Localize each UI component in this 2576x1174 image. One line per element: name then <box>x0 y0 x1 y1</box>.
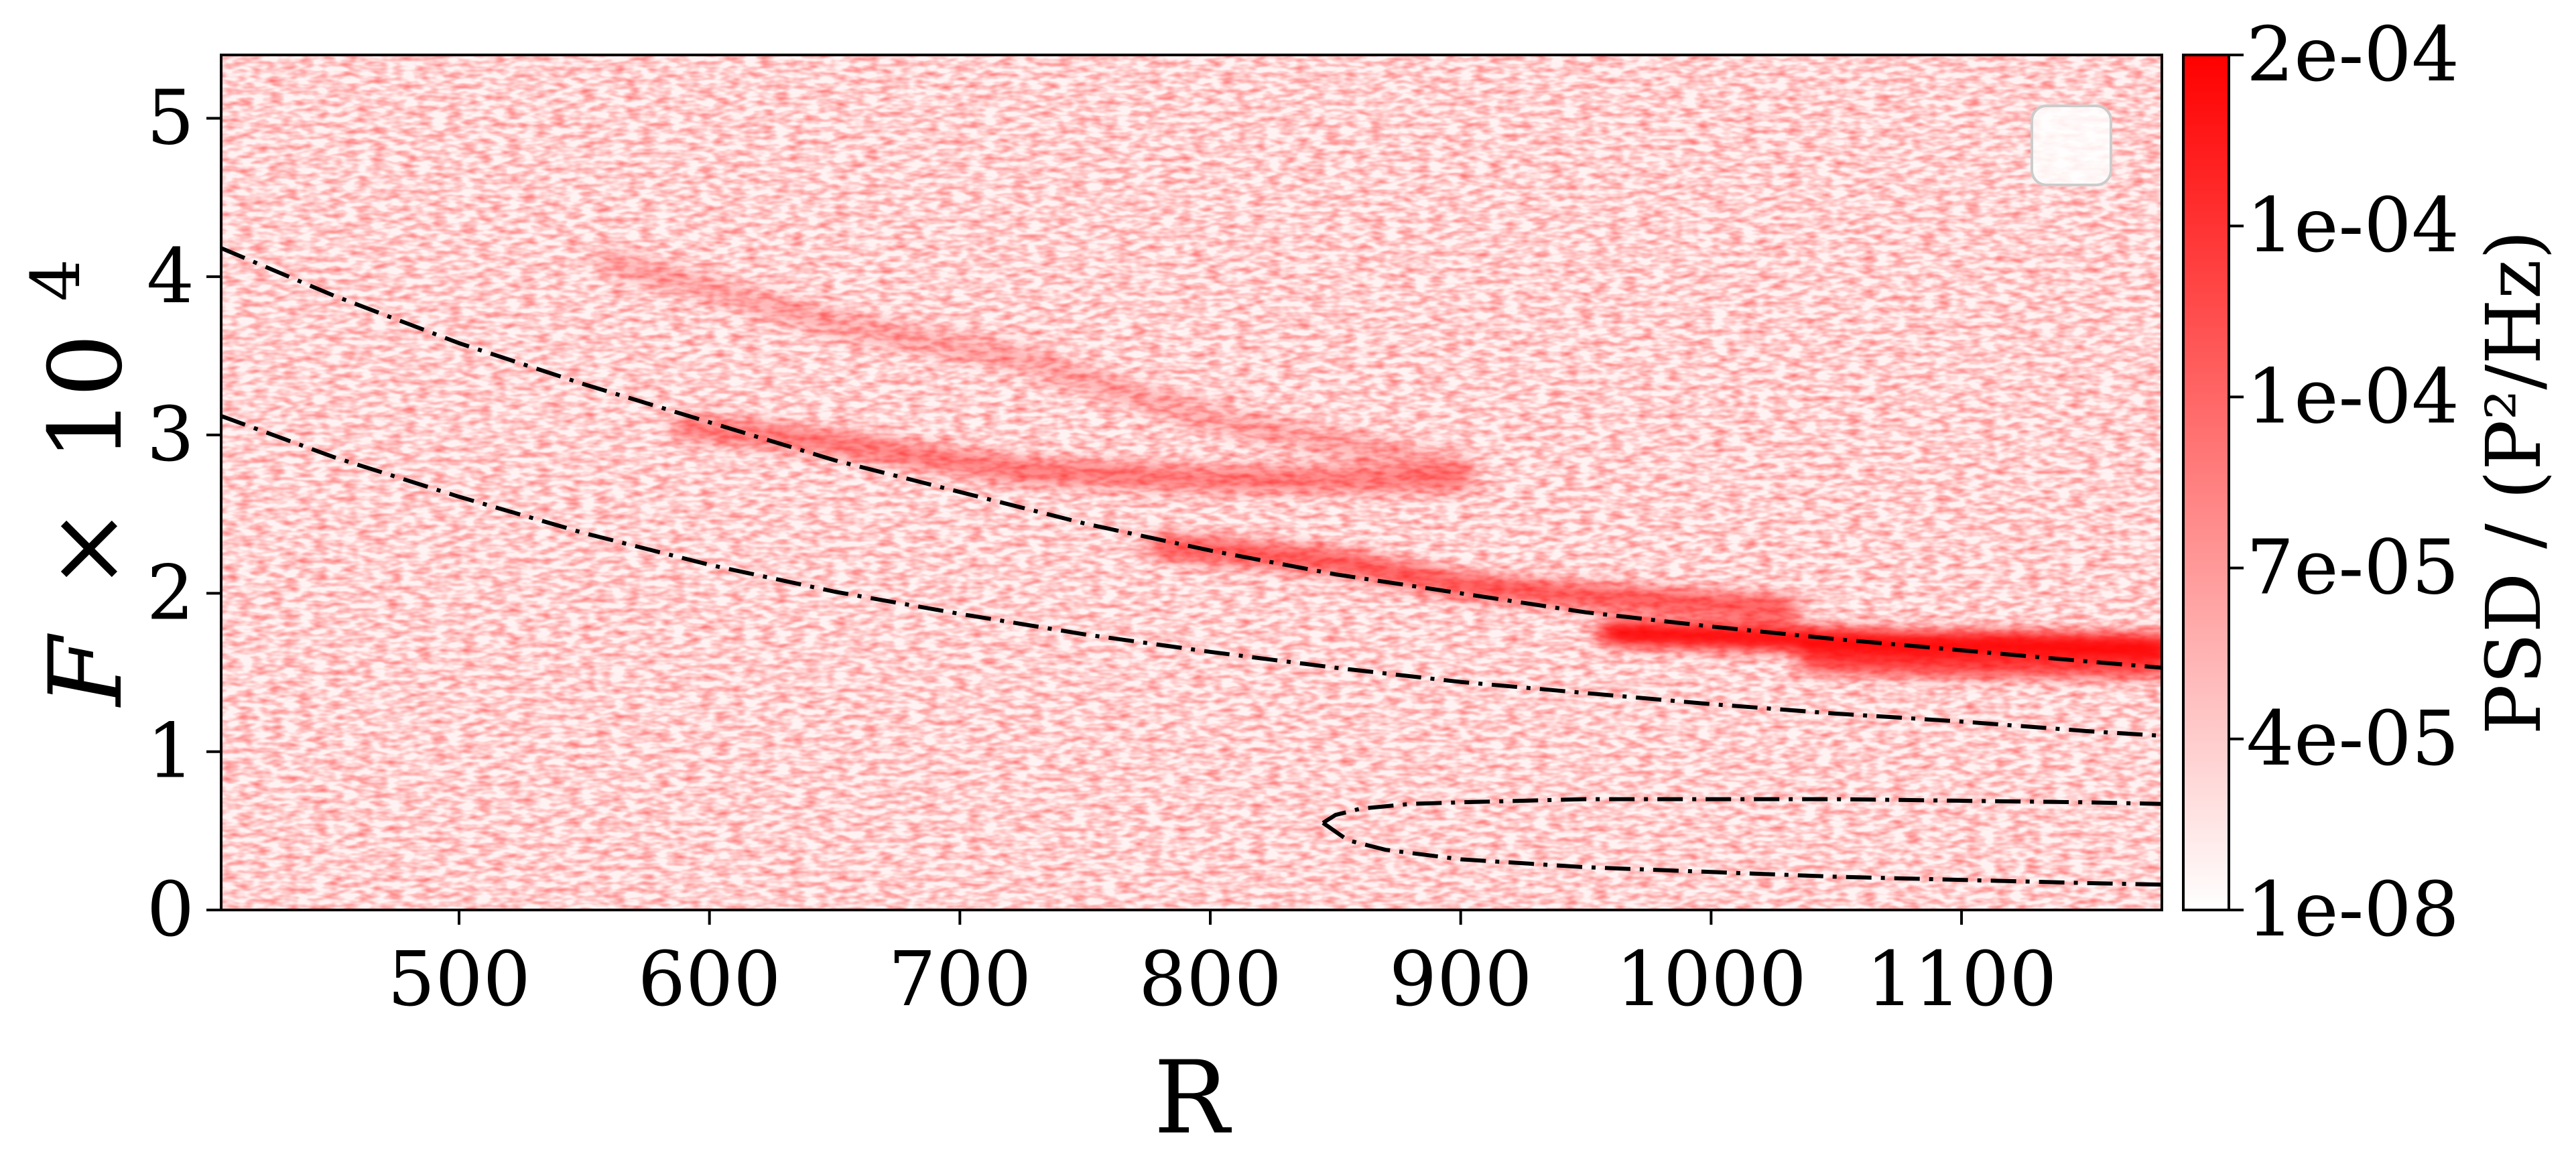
y-tick-label-3: 3 <box>147 391 194 478</box>
svg-text:F × 10 4: F × 10 4 <box>17 259 145 708</box>
x-tick-label-900: 900 <box>1389 936 1533 1023</box>
x-axis: 500 600 700 800 900 1000 1100 <box>387 910 2057 1023</box>
colorbar: 1e-08 4e-05 7e-05 1e-04 1e-04 2e-04 PSD / (P²… <box>2182 11 2558 954</box>
colorbar-tick-label-1: 4e-05 <box>2246 696 2459 783</box>
colorbar-tick-label-4: 1e-04 <box>2246 182 2459 269</box>
y-label-exponent: 4 <box>17 259 95 302</box>
y-label-prefix: F <box>28 633 145 708</box>
x-tick-label-800: 800 <box>1139 936 1282 1023</box>
ridge-2 <box>1147 533 1799 622</box>
colorbar-tick-label-3: 1e-04 <box>2246 353 2459 440</box>
y-tick-label-0: 0 <box>147 866 194 954</box>
colorbar-label: PSD / (P²/Hz) <box>2471 231 2558 735</box>
legend-box <box>2031 105 2112 186</box>
ridge-4 <box>1798 647 2162 677</box>
x-tick-label-1100: 1100 <box>1866 936 2057 1023</box>
colorbar-ticks: 1e-08 4e-05 7e-05 1e-04 1e-04 2e-04 <box>2229 11 2459 954</box>
y-tick-label-4: 4 <box>147 233 194 320</box>
ridge-3 <box>1598 620 2162 660</box>
intensity-ridges <box>596 248 2162 677</box>
plot-area <box>220 54 2163 911</box>
y-tick-label-5: 5 <box>147 75 194 162</box>
series-line-0 <box>221 246 2162 670</box>
series-line-2 <box>1322 797 2162 825</box>
series-line-3 <box>1322 821 2162 887</box>
x-axis-label: R <box>1154 1040 1232 1157</box>
y-tick-label-2: 2 <box>147 549 194 637</box>
x-tick-label-600: 600 <box>638 936 781 1023</box>
plot-frame <box>220 54 2163 911</box>
colorbar-tick-label-2: 7e-05 <box>2246 525 2459 612</box>
y-label-base: 10 <box>28 334 145 462</box>
colorbar-tick-label-5: 2e-04 <box>2246 11 2459 99</box>
series-line-1 <box>221 413 2162 738</box>
x-tick-label-700: 700 <box>888 936 1031 1023</box>
y-axis: 0 1 2 3 4 5 <box>147 75 221 954</box>
ridge-0 <box>596 248 1474 480</box>
x-tick-label-500: 500 <box>387 936 531 1023</box>
colorbar-gradient <box>2182 54 2230 911</box>
colorbar-tick-label-0: 1e-08 <box>2246 866 2459 954</box>
dispersion-curves <box>221 246 2162 887</box>
x-tick-label-1000: 1000 <box>1616 936 1807 1023</box>
y-axis-label: F × 10 4 <box>17 259 145 708</box>
y-tick-label-1: 1 <box>147 708 194 795</box>
y-label-operator: × <box>28 507 145 591</box>
ridge-1 <box>671 414 1474 493</box>
